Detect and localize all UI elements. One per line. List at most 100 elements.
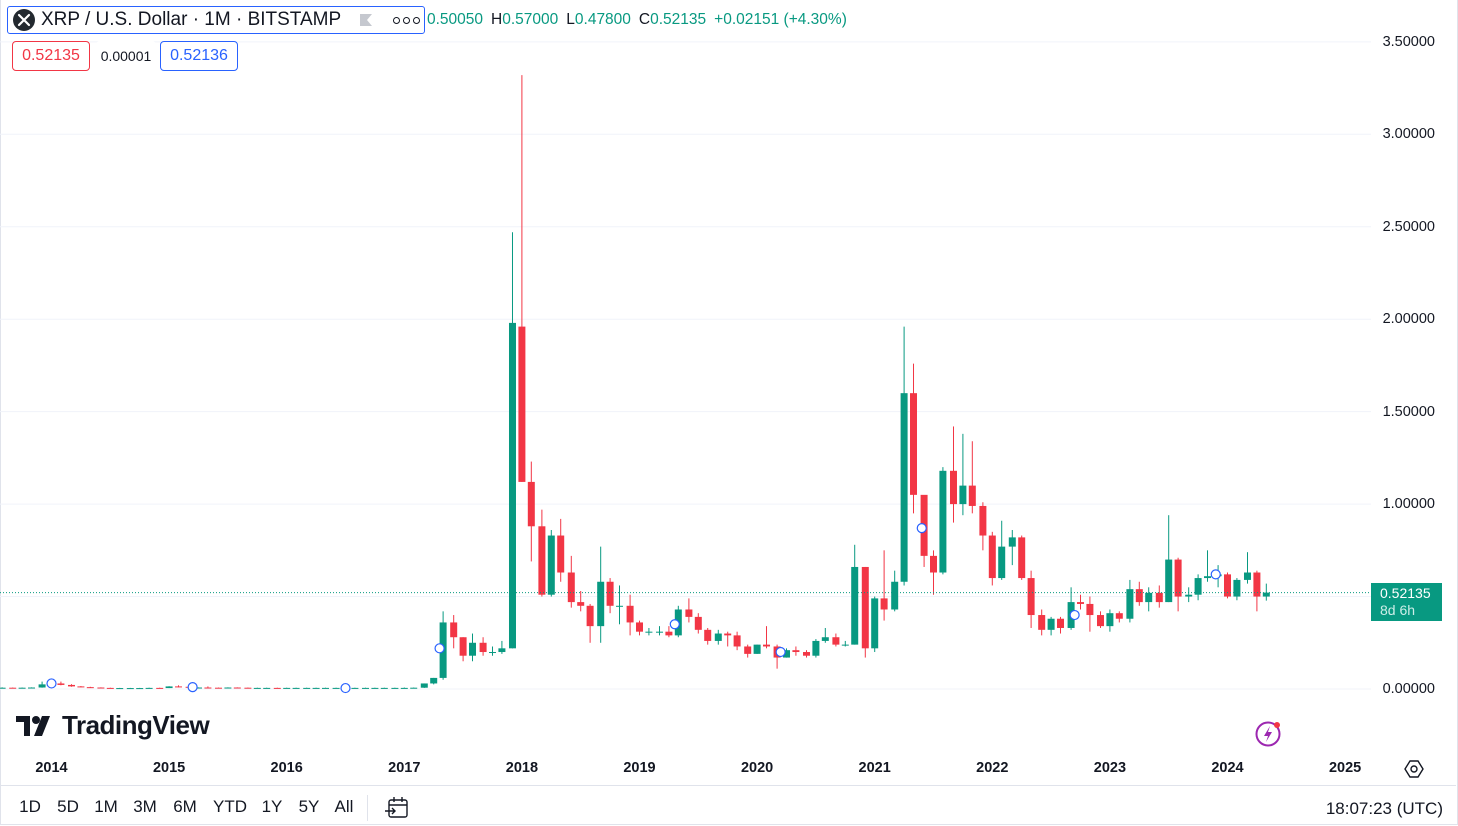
range-button-1y[interactable]: 1Y [261,797,283,816]
toolbar-divider [367,795,368,821]
range-button-5d[interactable]: 5D [57,797,79,816]
candle-body [939,470,947,573]
x-tick-label: 2018 [505,760,539,776]
close-value: 0.52135 [650,11,707,28]
candle-down [233,687,241,689]
candle-up [116,687,124,690]
dividend-marker[interactable] [775,646,786,658]
candle-up [645,627,653,636]
candle-down [802,650,810,658]
more-options-icon[interactable] [393,16,421,24]
candle-up [18,687,26,689]
candle-up [1145,587,1153,612]
candle-down [518,75,526,482]
y-tick-label: 1.50000 [1382,403,1435,420]
last-price-tag: 0.52135 8d 6h [1371,583,1442,621]
flag-icon[interactable] [359,13,373,27]
x-tick-label: 2017 [388,760,421,776]
candle-body [949,470,957,505]
candle-body [1174,559,1182,597]
candle-up [410,687,418,689]
candle-body [371,687,379,689]
candle-up [489,646,496,656]
buy-button[interactable]: 0.52136 [160,41,238,71]
range-button-all[interactable]: All [334,797,354,816]
dividend-marker[interactable] [1069,609,1080,621]
candle-body [851,566,859,645]
sell-button[interactable]: 0.52135 [12,41,90,71]
candle-up [498,640,506,654]
candle-down [988,531,996,586]
tradingview-logo[interactable]: TradingView [16,710,210,741]
candle-down [1038,609,1046,636]
dividend-marker[interactable] [46,678,57,689]
dividend-marker[interactable] [916,523,927,534]
candle-body [567,572,575,603]
candle-down [694,613,702,634]
y-tick-label: 2.50000 [1382,218,1435,235]
candle-up [332,687,340,689]
calendar-goto-icon[interactable] [384,795,410,821]
candle-up [292,687,300,689]
candle-body [1126,589,1134,619]
dividend-marker[interactable] [340,682,351,694]
candle-down [204,686,212,689]
candle-up [655,626,663,636]
candle-up [1165,515,1173,603]
candle-up [400,687,408,689]
candle-up [253,687,261,689]
open-value: 0.50050 [427,11,484,28]
settings-icon[interactable] [1404,759,1424,779]
symbol-selector[interactable]: XRP / U.S. Dollar · 1M · BITSTAMP [7,6,425,34]
candle-down [733,631,741,651]
y-tick-label: 0.00000 [1382,681,1435,697]
candle-down [1253,570,1261,612]
dividend-marker[interactable] [187,682,198,693]
candle-up [1106,609,1114,632]
candle-body [1106,613,1114,627]
candle-up [224,687,232,689]
candle-body [763,644,771,647]
candle-up [753,644,761,654]
range-button-3m[interactable]: 3M [133,797,157,816]
candle-body [430,677,438,684]
range-button-ytd[interactable]: YTD [213,797,247,816]
candle-body [802,652,810,656]
lightning-icon[interactable] [1255,720,1285,750]
candle-body [57,683,65,685]
candle-body [1135,589,1143,603]
candle-body [1027,578,1035,616]
candle-up [616,585,624,625]
candle-body [1018,537,1026,579]
utc-clock[interactable]: 18:07:23 (UTC) [1325,799,1443,818]
dividend-marker[interactable] [1210,569,1221,580]
candle-down [1057,616,1065,634]
range-button-5y[interactable]: 5Y [298,797,320,816]
candle-body [1155,592,1163,603]
bottom-toolbar [0,785,1456,826]
candle-down [1115,611,1123,623]
range-button-1d[interactable]: 1D [19,797,41,816]
spread-value: 0.00001 [96,41,156,71]
candle-body [685,609,693,617]
candle-body [597,581,605,627]
dividend-marker[interactable] [434,643,445,654]
candle-up [939,467,947,575]
high-label: H [491,11,503,28]
range-button-6m[interactable]: 6M [173,797,197,816]
y-tick-label: 2.00000 [1382,311,1435,328]
candle-body [1253,572,1261,597]
candle-body [577,602,585,606]
candle-body [586,605,594,627]
candle-down [57,681,65,686]
range-button-1m[interactable]: 1M [94,797,118,816]
candle-up [361,687,369,689]
candle-down [930,550,937,595]
x-tick-label: 2022 [976,760,1009,776]
candle-down [450,615,458,649]
candle-down [1027,570,1035,628]
candle-body [998,546,1006,579]
dividend-marker[interactable] [669,619,680,630]
candle-body [880,598,888,610]
